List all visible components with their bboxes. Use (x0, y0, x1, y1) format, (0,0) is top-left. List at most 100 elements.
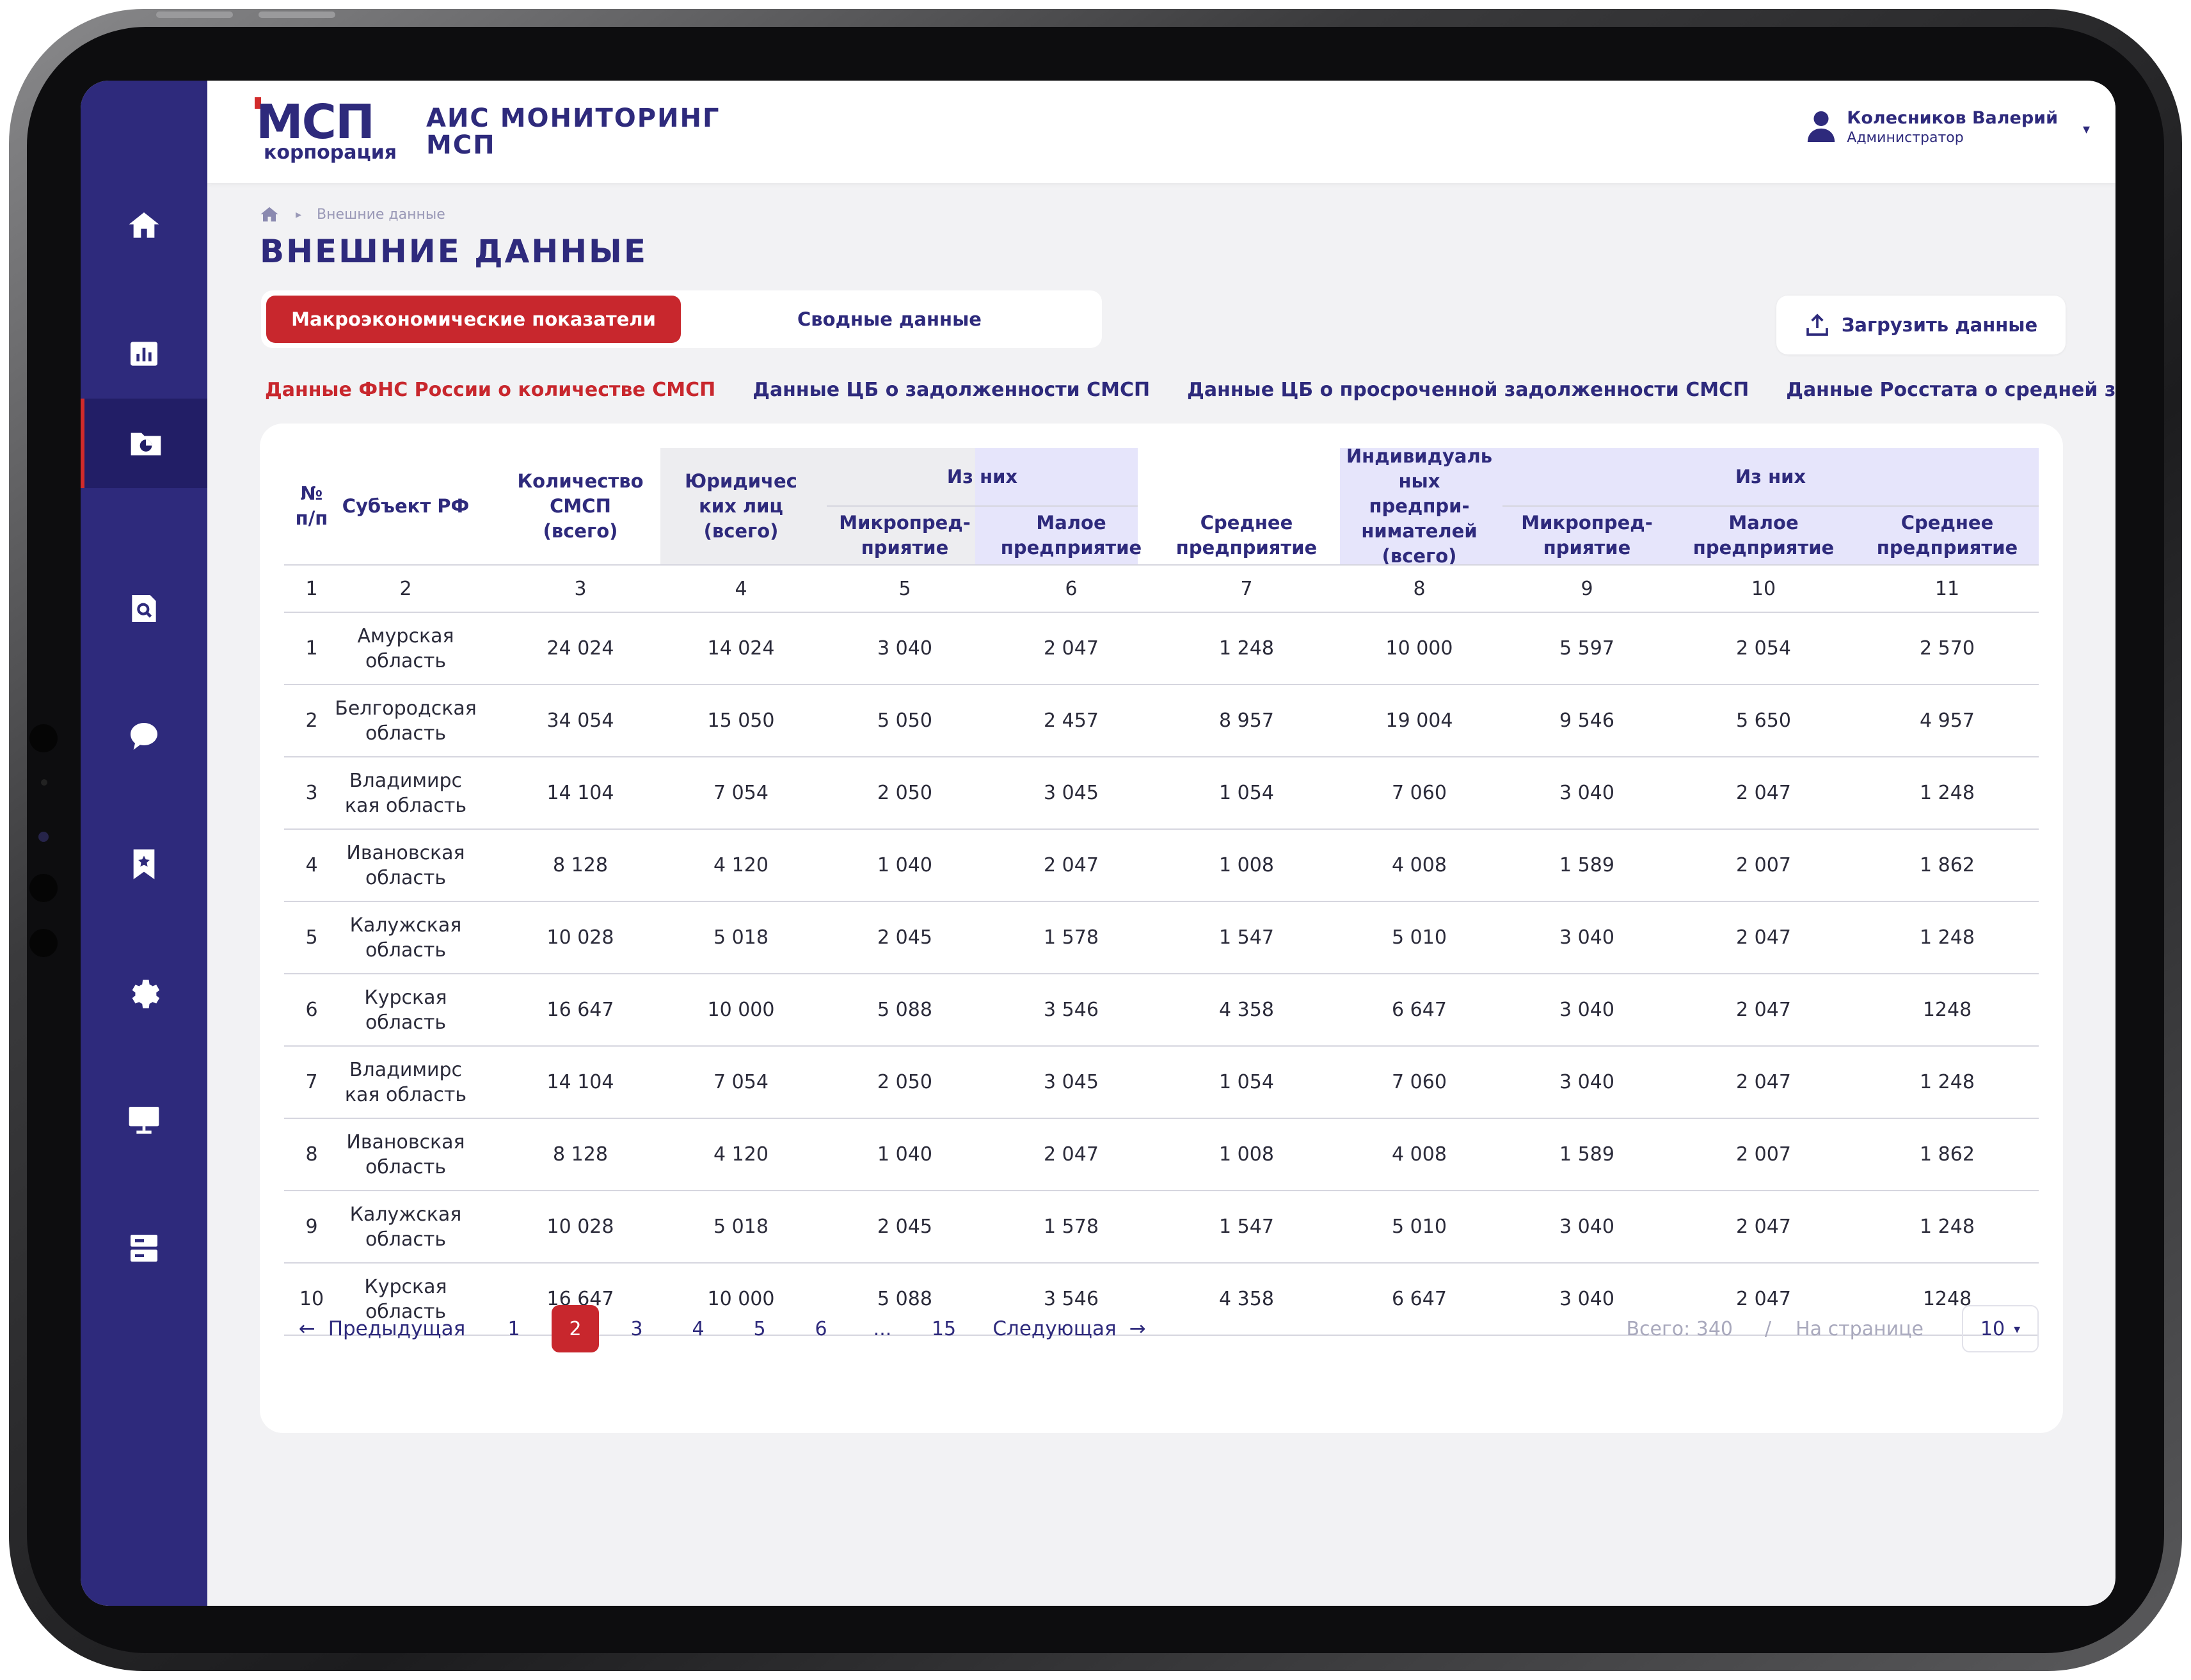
cell-subject: Ивановская область (346, 1130, 465, 1178)
th-micro-1[interactable]: Микропред-приятие (839, 512, 971, 559)
col-number: 10 (1751, 577, 1776, 600)
sidebar-item-external-data[interactable] (81, 399, 207, 488)
per-page-select[interactable]: 10 ▾ (1962, 1305, 2039, 1352)
th-micro-2[interactable]: Микропред-приятие (1521, 512, 1653, 559)
page-button[interactable]: 5 (753, 1317, 766, 1340)
cell-ip: 7 060 (1392, 1071, 1447, 1093)
link-fns-data[interactable]: Данные ФНС России о количестве СМСП (265, 379, 716, 401)
page-button[interactable]: 6 (815, 1317, 827, 1340)
cell-micro-2: 1 589 (1559, 1143, 1614, 1166)
upload-data-button[interactable]: Загрузить данные (1776, 296, 2066, 354)
th-small-1[interactable]: Малое предприятие (1000, 512, 1142, 559)
sidebar-item-settings[interactable] (81, 947, 207, 1037)
home-icon[interactable] (260, 206, 279, 223)
table-row[interactable]: 7 Владимирс кая область 14 104 7 054 2 050 3 0… (284, 1047, 2039, 1119)
table-row[interactable]: 3 Владимирс кая область 14 104 7 054 2 050 3 0… (284, 757, 2039, 830)
arrow-left-icon: ← (298, 1317, 315, 1340)
sidebar-item-analytics[interactable] (81, 309, 207, 399)
prev-page-button[interactable]: ← Предыдущая (296, 1305, 468, 1352)
sidebar-item-favorites[interactable] (81, 820, 207, 909)
cell-subject: Амурская область (357, 624, 454, 672)
page-title: ВНЕШНИЕ ДАННЫЕ (260, 233, 648, 270)
link-cb-debt[interactable]: Данные ЦБ о задолженности СМСП (753, 379, 1151, 401)
cell-medium-1: 1 008 (1219, 1143, 1274, 1166)
tab-macroeconomic[interactable]: Макроэкономические показатели (266, 296, 681, 343)
cell-micro-1: 5 088 (877, 1288, 932, 1310)
sidebar-item-reports[interactable] (81, 564, 207, 653)
col-number: 1 (305, 577, 318, 600)
cell-small-1: 3 045 (1044, 782, 1099, 804)
th-subject[interactable]: Субъект РФ (342, 495, 470, 517)
cell-ip: 10 000 (1385, 637, 1453, 660)
sidebar-item-messages[interactable] (81, 692, 207, 781)
th-medium-2[interactable]: Среднее предприятие (1876, 512, 2018, 559)
sidebar-item-monitor[interactable] (81, 1075, 207, 1165)
cell-legal: 10 000 (707, 1288, 775, 1310)
cell-small-1: 1 578 (1044, 926, 1099, 949)
page-button[interactable]: 3 (630, 1317, 643, 1340)
th-small-2[interactable]: Малое предприятие (1693, 512, 1835, 559)
cell-num: 4 (305, 854, 318, 876)
sidebar-item-storage[interactable] (81, 1203, 207, 1293)
table-body: 1 Амурская область 24 024 14 024 3 040 2 047 1 … (284, 613, 2039, 1336)
msp-logo[interactable]: МСП корпорация (255, 97, 422, 162)
next-page-button[interactable]: Следующая → (983, 1305, 1156, 1352)
cell-total: 8 128 (553, 854, 608, 876)
col-number: 3 (574, 577, 587, 600)
cell-micro-1: 2 045 (877, 926, 932, 949)
th-ip[interactable]: Индивидуаль ных предпри-нимателей (всего) (1346, 445, 1493, 567)
camera-lens (29, 929, 58, 957)
cell-small-2: 2 054 (1736, 637, 1791, 660)
cell-micro-1: 5 050 (877, 709, 932, 732)
cell-ip: 6 647 (1392, 1288, 1447, 1310)
bookmark-star-icon (133, 849, 155, 880)
camera-lens (29, 724, 58, 752)
cell-small-2: 2 047 (1736, 1216, 1791, 1238)
page-button[interactable]: 4 (692, 1317, 705, 1340)
cell-micro-2: 3 040 (1559, 782, 1614, 804)
cell-medium-2: 1248 (1922, 999, 1972, 1021)
table-row[interactable]: 2 Белгородская область 34 054 15 050 5 050 2 4… (284, 685, 2039, 757)
cell-num: 2 (305, 709, 318, 732)
page-button[interactable]: 1 (507, 1317, 520, 1340)
cell-legal: 4 120 (713, 854, 769, 876)
cell-ip: 5 010 (1392, 926, 1447, 949)
th-medium-1[interactable]: Среднее предприятие (1175, 512, 1318, 559)
page-button-current[interactable]: 2 (552, 1305, 599, 1352)
table-header: № п/п Субъект РФ Количество СМСП (всего) Юр… (284, 445, 2039, 567)
cell-subject: Белгородская область (335, 697, 477, 745)
table-row[interactable]: 6 Курская область 16 647 10 000 5 088 3 546 4 3… (284, 974, 2039, 1047)
table-row[interactable]: 1 Амурская область 24 024 14 024 3 040 2 047 1 … (284, 613, 2039, 685)
cell-num: 9 (305, 1216, 318, 1238)
arrow-right-icon: → (1129, 1317, 1146, 1340)
tab-group: Макроэкономические показатели Сводные да… (261, 290, 1102, 348)
table-row[interactable]: 9 Калужская область 10 028 5 018 2 045 1 578 1 … (284, 1191, 2039, 1264)
chevron-down-icon[interactable]: ▾ (2082, 122, 2090, 138)
sidebar-item-home[interactable] (81, 181, 207, 271)
column-number-row: 1 2 3 4 5 6 7 8 9 10 11 (284, 564, 2039, 613)
th-legal[interactable]: Юридичес ких лиц (всего) (685, 470, 797, 542)
cell-small-2: 2 047 (1736, 1071, 1791, 1093)
cell-micro-2: 1 589 (1559, 854, 1614, 876)
th-num[interactable]: № п/п (295, 482, 328, 529)
cell-small-1: 2 047 (1044, 637, 1099, 660)
table-row[interactable]: 10 Курская область 16 647 10 000 5 088 3 546 4 … (284, 1264, 2039, 1336)
page-button[interactable]: 15 (931, 1317, 957, 1340)
user-menu[interactable]: Колесников Валерий Администратор ▾ (1807, 107, 2090, 147)
link-rosstat-salary[interactable]: Данные Росстата о средней зарплате (1786, 379, 2115, 401)
table-row[interactable]: 4 Ивановская область 8 128 4 120 1 040 2 047 1 … (284, 830, 2039, 902)
folder-chart-icon (131, 432, 161, 456)
cell-total: 34 054 (546, 709, 614, 732)
tab-summary[interactable]: Сводные данные (797, 308, 982, 330)
cell-micro-1: 2 045 (877, 1216, 932, 1238)
link-cb-overdue-debt[interactable]: Данные ЦБ о просроченной задолженности С… (1187, 379, 1749, 401)
table-row[interactable]: 8 Ивановская область 8 128 4 120 1 040 2 047 1 … (284, 1119, 2039, 1191)
col-number: 9 (1581, 577, 1593, 600)
logo-accent (255, 97, 261, 109)
cell-subject: Калужская область (349, 1203, 462, 1251)
cell-medium-1: 1 547 (1219, 926, 1274, 949)
th-of-them-1: Из них (946, 465, 1018, 487)
page-ellipsis: ... (873, 1317, 892, 1340)
table-row[interactable]: 5 Калужская область 10 028 5 018 2 045 1 578 1 … (284, 902, 2039, 974)
th-total[interactable]: Количество СМСП (всего) (517, 470, 644, 542)
